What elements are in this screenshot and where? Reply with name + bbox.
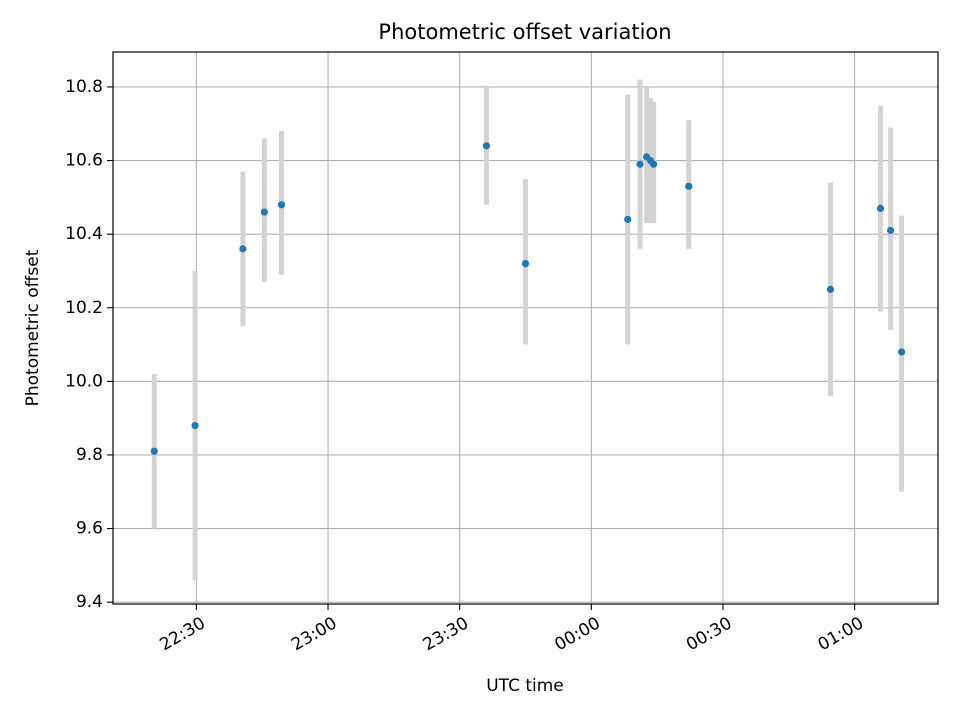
plot-frame: [112, 51, 939, 605]
y-tick-label: 9.6: [76, 519, 103, 539]
data-point: [685, 182, 693, 190]
x-axis-title: UTC time: [486, 676, 564, 696]
chart-title: Photometric offset variation: [378, 20, 671, 44]
data-point: [897, 348, 906, 356]
data-point: [826, 285, 835, 293]
y-axis: 9.4 9.6 9.8 10.0 10.2 10.4 10.6 10.8: [65, 77, 113, 612]
data-point: [150, 447, 158, 455]
data-point: [239, 245, 247, 253]
data-point: [277, 201, 286, 209]
y-tick-label: 9.8: [76, 445, 103, 465]
data-point: [521, 260, 530, 268]
data-point: [636, 160, 644, 168]
y-tick-label: 10.0: [65, 371, 103, 391]
data-point: [887, 226, 895, 235]
y-tick-label: 10.8: [65, 77, 103, 97]
data-point: [650, 160, 658, 168]
data-point: [624, 215, 632, 224]
grid-lines: [113, 52, 938, 604]
y-tick-label: 10.2: [65, 298, 103, 318]
data-point: [876, 204, 885, 212]
y-tick-label: 10.6: [65, 151, 103, 171]
data-point: [482, 142, 491, 150]
y-tick-label: 9.4: [76, 592, 103, 612]
data-point: [260, 208, 268, 216]
y-axis-title: Photometric offset: [23, 249, 43, 406]
data-points: [150, 142, 906, 455]
data-point: [191, 421, 199, 430]
y-tick-label: 10.4: [65, 224, 103, 244]
